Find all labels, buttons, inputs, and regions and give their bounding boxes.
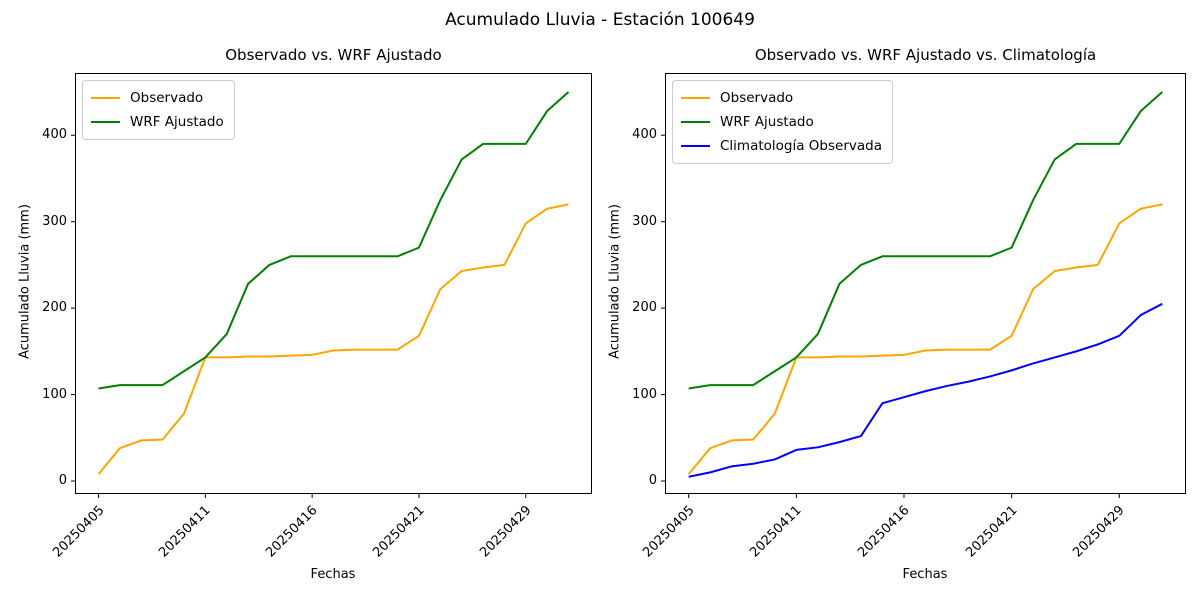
y-tick-label: 400 [632,127,657,143]
legend-label: Observado [130,90,204,106]
y-tick-label: 0 [58,473,67,489]
y-tick-label: 300 [632,213,657,229]
legend-line-swatch [681,121,710,123]
y-tick-label: 300 [42,213,67,229]
line-wrf-ajustado [98,91,570,390]
y-tick-label: 400 [42,127,67,143]
y-tick-label: 100 [42,386,67,402]
legend-label: Observado [720,90,794,106]
right-plot: Observado vs. WRF Ajustado vs. Climatolo… [632,46,1186,560]
right-plot-ylabel: Acumulado Lluvia (mm) [607,204,623,359]
left-plot-canvas [71,73,592,498]
line-climatolog-a-observada [688,302,1163,478]
x-tick-label: 20250411 [156,503,214,561]
y-tick-label: 0 [648,473,657,489]
legend-label: WRF Ajustado [130,114,224,130]
y-tick-label: 200 [632,300,657,316]
left-plot-legend: Observado WRF Ajustado [82,80,235,140]
plot-frame [665,73,1186,494]
figure-title: Acumulado Lluvia - Estación 100649 [445,10,755,30]
y-tick-label: 200 [42,300,67,316]
legend-item-observado: Observado [681,86,882,110]
legend-label: Climatología Observada [720,138,882,154]
left-plot-ylabel: Acumulado Lluvia (mm) [17,204,33,359]
right-plot-canvas [661,73,1186,498]
legend-line-swatch [91,121,120,123]
legend-item-climatolog-a-observada: Climatología Observada [681,134,882,158]
legend-item-observado: Observado [91,86,224,110]
legend-line-swatch [681,145,710,147]
right-plot-title: Observado vs. WRF Ajustado vs. Climatolo… [754,46,1097,64]
legend-item-wrf-ajustado: WRF Ajustado [91,110,224,134]
plot-frame [75,73,592,494]
line-wrf-ajustado [688,91,1163,390]
left-plot-xlabel: Fechas [310,567,356,582]
legend-label: WRF Ajustado [720,114,814,130]
right-plot-legend: Observado WRF Ajustado Climatología Observ… [672,80,893,164]
legend-line-swatch [681,97,710,99]
x-tick-label: 20250429 [476,503,535,561]
x-tick-label: 20250411 [747,503,805,561]
x-tick-label: 20250405 [49,503,108,561]
left-plot: Observado vs. WRF Ajustado 20250405 20250… [42,46,592,560]
legend-line-swatch [91,97,120,99]
line-observado [97,203,569,475]
x-tick-label: 20250405 [639,503,698,561]
legend-item-wrf-ajustado: WRF Ajustado [681,110,882,134]
x-tick-label: 20250429 [1070,503,1128,561]
line-observado [687,203,1163,475]
y-tick-label: 100 [632,386,657,402]
left-plot-title: Observado vs. WRF Ajustado [225,46,442,64]
right-plot-xlabel: Fechas [902,567,948,582]
